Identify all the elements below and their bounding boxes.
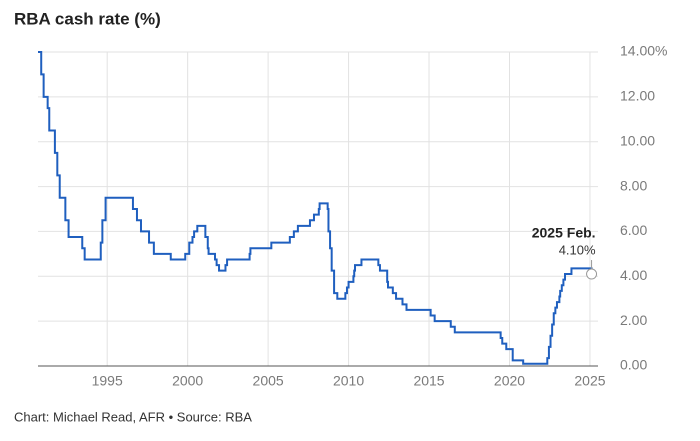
y-tick-label: 10.00 <box>620 132 655 148</box>
y-tick-label: 0.00 <box>620 357 647 373</box>
x-tick-label: 2020 <box>494 373 525 389</box>
y-tick-label: 8.00 <box>620 177 647 193</box>
annotation-label: 4.10% <box>559 242 596 257</box>
rate-line <box>38 51 593 365</box>
x-tick-label: 2005 <box>253 373 284 389</box>
footnote: Chart: Michael Read, AFR • Source: RBA <box>14 409 252 424</box>
x-tick-label: 1995 <box>92 373 123 389</box>
y-tick-label: 12.00 <box>620 88 655 104</box>
chart-title: RBA cash rate (%) <box>14 9 161 28</box>
y-tick-label: 6.00 <box>620 222 647 238</box>
x-tick-label: 2000 <box>172 373 203 389</box>
end-marker <box>586 268 598 280</box>
annotation-title: 2025 Feb. <box>532 225 596 241</box>
y-tick-label: 14.00% <box>620 43 667 59</box>
x-tick-label: 2025 <box>574 373 605 389</box>
y-tick-label: 2.00 <box>620 312 647 328</box>
y-tick-label: 4.00 <box>620 267 647 283</box>
x-tick-label: 2010 <box>333 373 364 389</box>
x-tick-label: 2015 <box>413 373 444 389</box>
